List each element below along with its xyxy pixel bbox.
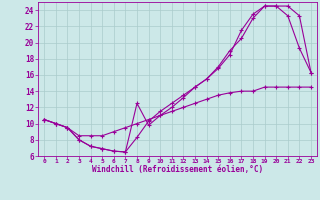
X-axis label: Windchill (Refroidissement éolien,°C): Windchill (Refroidissement éolien,°C) — [92, 165, 263, 174]
